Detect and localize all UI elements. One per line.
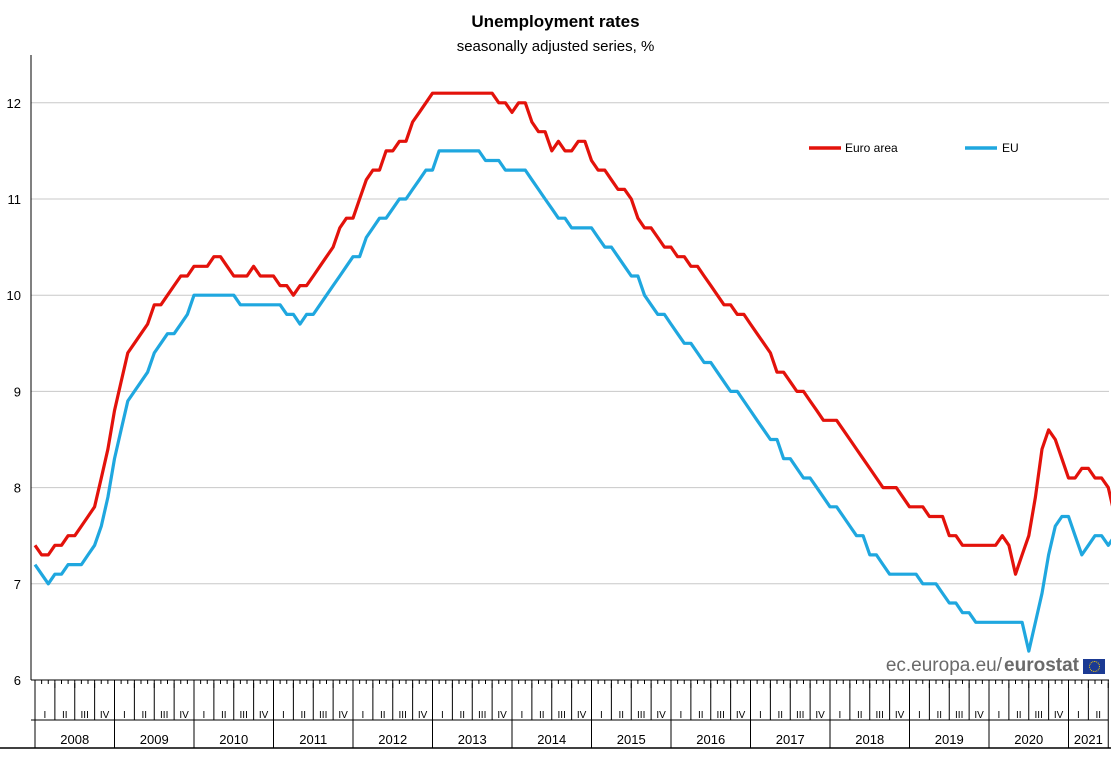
quarter-label: I [680, 710, 683, 721]
legend: Euro area EU [809, 141, 1019, 155]
year-label: 2017 [776, 732, 805, 747]
quarter-label: III [637, 710, 645, 721]
quarter-label: III [399, 710, 407, 721]
year-label: 2012 [378, 732, 407, 747]
quarter-label: III [955, 710, 963, 721]
quarter-label: I [203, 710, 206, 721]
quarter-label: III [876, 710, 884, 721]
y-tick-label: 9 [14, 384, 21, 399]
quarter-label: II [301, 710, 307, 721]
y-tick-label: 7 [14, 577, 21, 592]
quarter-label: IV [497, 710, 507, 721]
quarter-label: II [221, 710, 227, 721]
quarter-label: III [160, 710, 168, 721]
quarter-label: IV [100, 710, 110, 721]
quarter-label: I [1077, 710, 1080, 721]
quarter-label: I [600, 710, 603, 721]
quarter-label: III [796, 710, 804, 721]
quarter-label: I [918, 710, 921, 721]
quarter-label: III [558, 710, 566, 721]
quarter-label: I [759, 710, 762, 721]
eurostat-watermark: ec.europa.eu/eurostat [886, 655, 1105, 677]
quarter-label: IV [815, 710, 825, 721]
year-label: 2014 [537, 732, 566, 747]
quarter-label: IV [418, 710, 428, 721]
quarter-label: II [937, 710, 943, 721]
quarter-label: IV [974, 710, 984, 721]
eu-flag-icon [1083, 658, 1105, 674]
quarter-label: IV [656, 710, 666, 721]
year-label: 2009 [140, 732, 169, 747]
quarter-label: III [478, 710, 486, 721]
year-label: 2016 [696, 732, 725, 747]
quarter-label: I [44, 710, 47, 721]
quarter-label: II [380, 710, 386, 721]
y-tick-label: 10 [7, 288, 21, 303]
quarter-label: IV [259, 710, 269, 721]
watermark-url: ec.europa.eu/ [885, 655, 1003, 676]
year-label: 2013 [458, 732, 487, 747]
year-label: 2021 [1074, 732, 1103, 747]
quarter-label: II [142, 710, 148, 721]
year-label: 2008 [60, 732, 89, 747]
series-lines [33, 91, 1111, 653]
quarter-label: I [441, 710, 444, 721]
year-label: 2015 [617, 732, 646, 747]
quarter-label: I [362, 710, 365, 721]
year-label: 2018 [855, 732, 884, 747]
quarter-label: II [619, 710, 625, 721]
quarter-label: IV [577, 710, 587, 721]
quarter-label: IV [1054, 710, 1064, 721]
quarter-label: I [282, 710, 285, 721]
quarter-label: I [123, 710, 126, 721]
y-tick-label: 11 [8, 192, 22, 207]
quarter-label: III [240, 710, 248, 721]
legend-label: EU [1002, 141, 1019, 155]
series-line-euro-area [33, 91, 1111, 576]
quarter-label: II [1016, 710, 1022, 721]
watermark-brand: eurostat [1004, 655, 1079, 676]
quarter-label: II [460, 710, 466, 721]
quarter-label: III [319, 710, 327, 721]
quarter-label: IV [736, 710, 746, 721]
quarter-label: II [62, 710, 68, 721]
year-label: 2011 [299, 732, 327, 747]
gridlines [31, 102, 1109, 585]
quarter-label: III [1035, 710, 1043, 721]
quarter-label: III [717, 710, 725, 721]
year-label: 2020 [1014, 732, 1043, 747]
legend-label: Euro area [845, 141, 898, 155]
quarter-label: IV [338, 710, 348, 721]
y-tick-label: 12 [7, 96, 21, 111]
y-tick-label: 6 [14, 673, 21, 688]
quarter-label: II [698, 710, 704, 721]
quarter-label: IV [179, 710, 189, 721]
quarter-label: II [539, 710, 545, 721]
quarter-label: I [839, 710, 842, 721]
quarter-label: IV [895, 710, 905, 721]
year-label: 2010 [219, 732, 248, 747]
quarter-label: I [998, 710, 1001, 721]
quarter-label: III [81, 710, 89, 721]
quarter-label: II [857, 710, 863, 721]
series-line-eu [33, 149, 1111, 653]
y-tick-label: 8 [14, 481, 21, 496]
quarter-label: I [521, 710, 524, 721]
chart-title: Unemployment rates [471, 12, 640, 31]
quarter-label: II [1096, 710, 1102, 721]
chart-subtitle: seasonally adjusted series, % [456, 38, 655, 55]
year-label: 2019 [935, 732, 964, 747]
quarter-label: II [778, 710, 784, 721]
